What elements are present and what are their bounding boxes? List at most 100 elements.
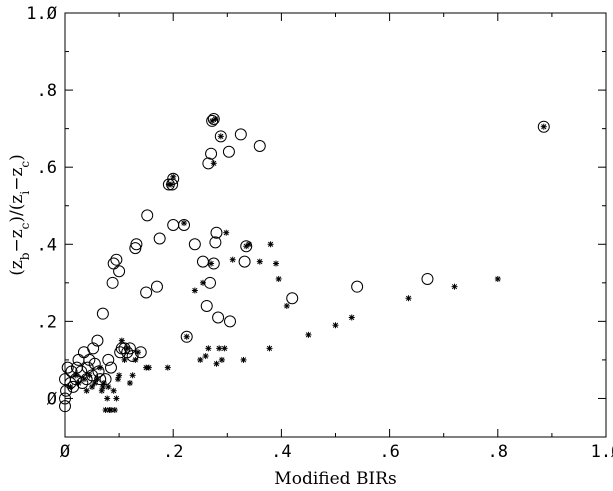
circle-point [351, 280, 364, 293]
circle-point [88, 357, 101, 370]
circle-point [188, 238, 201, 251]
asterisk-stroke [75, 380, 82, 386]
y-tick-label: .6 [37, 158, 57, 178]
asterisk-point [202, 353, 209, 360]
asterisk-point [275, 275, 282, 282]
asterisk-point [205, 345, 212, 352]
asterisk-point [212, 116, 219, 122]
asterisk-point [208, 260, 215, 267]
circle-point [107, 257, 120, 270]
asterisk-point [197, 356, 204, 363]
asterisk-point [129, 372, 136, 379]
circle-point [130, 238, 143, 251]
asterisk-stroke [405, 295, 412, 301]
asterisk-stroke [73, 372, 79, 378]
x-tick-label: .8 [488, 442, 508, 462]
circle-point [106, 276, 119, 289]
asterisk-point [213, 360, 220, 367]
asterisk-point [540, 123, 547, 130]
y-tick-labels: Ø .2 .4 .6 .8 1.Ø [26, 4, 57, 409]
asterisk-point [110, 387, 117, 394]
asterisk-point [183, 333, 190, 340]
circle-point [200, 299, 213, 312]
y-tick-label: .8 [37, 81, 57, 101]
asterisk-stroke [121, 357, 128, 363]
circle-point [180, 330, 193, 343]
circle-point [178, 219, 191, 231]
asterisk-point [67, 383, 74, 390]
asterisk-stroke [170, 174, 176, 180]
circle-point [102, 353, 115, 366]
circle-point [537, 120, 550, 133]
asterisk-point [94, 376, 101, 383]
x-tick-label: .2 [163, 442, 183, 462]
y-tick-label: 1.Ø [26, 4, 57, 24]
circle-point [140, 286, 153, 299]
asterisk-stroke [273, 260, 279, 267]
y-label-part: −z [7, 168, 27, 191]
circle-point [96, 307, 109, 320]
asterisk-stroke [84, 388, 90, 394]
asterisk-stroke [184, 334, 190, 340]
circle-point [104, 361, 117, 374]
asterisk-point [113, 395, 120, 402]
axes-frame [64, 12, 607, 438]
asterisk-point [97, 364, 104, 371]
x-tick-label: .6 [379, 442, 399, 462]
asterisk-point [86, 372, 93, 379]
asterisk-stroke [116, 372, 122, 378]
asterisk-point [80, 376, 87, 383]
asterisk-point [91, 380, 98, 387]
asterisk-point [272, 260, 279, 267]
circle-point [210, 226, 223, 239]
asterisk-point [124, 345, 131, 352]
y-label-subscript: i [18, 191, 32, 195]
asterisk-point [217, 133, 224, 140]
asterisk-stroke [197, 357, 203, 363]
circle-point [196, 255, 209, 268]
asterisk-stroke [200, 280, 206, 286]
asterisk-point [305, 331, 312, 338]
plot-frame [64, 12, 607, 438]
asterisk-stroke [130, 372, 136, 378]
asterisk-stroke [89, 384, 95, 390]
asterisk-point [145, 364, 152, 371]
asterisk-stroke [230, 257, 236, 263]
asterisk-stroke [332, 322, 339, 328]
asterisk-point [191, 287, 198, 294]
asterisk-stroke [211, 160, 217, 166]
y-label-subscript: c [18, 222, 32, 229]
circle-point [150, 280, 163, 293]
asterisk-stroke [223, 230, 229, 236]
asterisk-stroke [132, 357, 138, 363]
asterisk-stroke [219, 357, 225, 363]
circle-point [59, 400, 71, 413]
asterisk-point [223, 229, 230, 236]
x-tick-label: 1.Ø [591, 442, 613, 462]
asterisk-point [405, 295, 412, 302]
asterisk-point [126, 380, 133, 387]
circle-point [59, 392, 71, 405]
circle-point [286, 292, 299, 305]
asterisk-point [105, 383, 112, 390]
circle-point [126, 350, 139, 363]
circle-point [129, 242, 142, 255]
asterisk-stroke [105, 384, 111, 390]
asterisk-stroke [451, 284, 458, 290]
asterisk-point [89, 383, 96, 390]
asterisk-stroke [67, 384, 74, 390]
circle-point [253, 139, 266, 152]
asterisk-stroke [221, 345, 228, 351]
asterisk-stroke [218, 133, 224, 139]
asterisk-point [240, 356, 247, 363]
data-points [59, 113, 550, 414]
circle-point [240, 240, 253, 253]
circle-point [153, 232, 166, 245]
asterisk-point [267, 241, 274, 248]
y-tick-label: Ø [47, 389, 57, 409]
asterisk-stroke [541, 124, 547, 130]
asterisk-stroke [146, 365, 152, 371]
circle-point [209, 236, 222, 249]
circle-point [113, 265, 126, 278]
asterisk-stroke [192, 287, 198, 294]
